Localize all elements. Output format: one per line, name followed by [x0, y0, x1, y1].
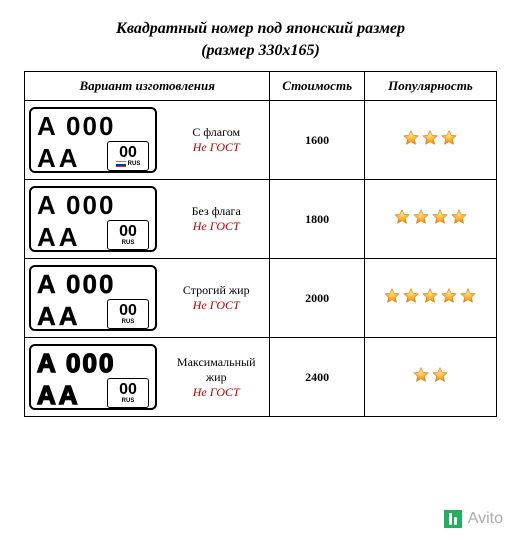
watermark: Avito	[444, 510, 503, 528]
table-row: A 000 AA 00 RUS Без флага Не ГОСТ 1800	[25, 180, 497, 259]
plate-region-box: 00 RUS	[107, 141, 149, 171]
page-title: Квадратный номер под японский размер (ра…	[24, 18, 497, 61]
license-plate: A 000 AA 00 RUS	[29, 265, 157, 331]
plate-rus-label: RUS	[116, 161, 141, 167]
star-icon	[421, 129, 439, 147]
plate-region-num: 00	[119, 224, 137, 240]
plate-bottom-text: AA	[37, 224, 81, 250]
header-popularity: Популярность	[364, 72, 496, 101]
variant-name: С флагом	[167, 125, 265, 140]
license-plate: A 000 AA 00 RUS	[29, 344, 157, 410]
star-rating	[412, 366, 449, 384]
variant-sub: Не ГОСТ	[167, 298, 265, 313]
star-rating	[393, 208, 468, 226]
plate-region-box: 00 RUS	[107, 378, 149, 408]
variant-cell: A 000 AA 00 RUS Без флага Не ГОСТ	[25, 180, 270, 259]
cost-cell: 2400	[270, 338, 364, 417]
star-icon	[431, 366, 449, 384]
star-icon	[431, 208, 449, 226]
variant-sub: Не ГОСТ	[167, 385, 265, 400]
star-icon	[421, 287, 439, 305]
flag-icon	[116, 161, 126, 167]
plate-region-num: 00	[119, 303, 137, 319]
cost-cell: 2000	[270, 259, 364, 338]
plate-region-num: 00	[119, 145, 137, 161]
variant-cell: A 000 AA 00 RUS Строгий жир Не ГОСТ	[25, 259, 270, 338]
variant-sub: Не ГОСТ	[167, 140, 265, 155]
plate-top-text: A 000	[37, 350, 149, 376]
cost-cell: 1800	[270, 180, 364, 259]
title-line1: Квадратный номер под японский размер	[116, 20, 405, 37]
star-icon	[412, 208, 430, 226]
plate-region-num: 00	[119, 382, 137, 398]
header-variant: Вариант изготовления	[25, 72, 270, 101]
variant-name: Без флага	[167, 204, 265, 219]
plate-top-text: A 000	[37, 192, 149, 218]
plate-region-box: 00 RUS	[107, 299, 149, 329]
star-rating	[402, 129, 458, 147]
license-plate: A 000 AA 00 RUS	[29, 186, 157, 252]
star-icon	[440, 287, 458, 305]
plate-rus-label: RUS	[122, 398, 135, 404]
variant-text: С флагом Не ГОСТ	[167, 125, 265, 155]
star-icon	[383, 287, 401, 305]
popularity-cell	[364, 101, 496, 180]
variant-cell: A 000 AA 00 RUS С флагом Не ГОСТ	[25, 101, 270, 180]
star-icon	[402, 287, 420, 305]
star-icon	[412, 366, 430, 384]
plate-rus-label: RUS	[122, 240, 135, 246]
table-row: A 000 AA 00 RUS Строгий жир Не ГОСТ 2000	[25, 259, 497, 338]
plate-bottom-text: AA	[37, 145, 81, 171]
star-icon	[393, 208, 411, 226]
plate-bottom-text: AA	[37, 303, 81, 329]
popularity-cell	[364, 180, 496, 259]
star-rating	[383, 287, 477, 305]
cost-cell: 1600	[270, 101, 364, 180]
star-icon	[440, 129, 458, 147]
watermark-text: Avito	[468, 510, 503, 528]
header-cost: Стоимость	[270, 72, 364, 101]
price-table: Вариант изготовления Стоимость Популярно…	[24, 71, 497, 417]
star-icon	[402, 129, 420, 147]
license-plate: A 000 AA 00 RUS	[29, 107, 157, 173]
variant-text: Максимальный жир Не ГОСТ	[167, 355, 265, 400]
variant-sub: Не ГОСТ	[167, 219, 265, 234]
plate-top-text: A 000	[37, 271, 149, 297]
popularity-cell	[364, 338, 496, 417]
plate-top-text: A 000	[37, 113, 149, 139]
popularity-cell	[364, 259, 496, 338]
variant-name: Строгий жир	[167, 283, 265, 298]
title-line2: (размер 330х165)	[201, 42, 320, 59]
table-row: A 000 AA 00 RUS С флагом Не ГОСТ 1600	[25, 101, 497, 180]
plate-region-box: 00 RUS	[107, 220, 149, 250]
plate-rus-label: RUS	[122, 319, 135, 325]
avito-logo-icon	[444, 510, 462, 528]
plate-bottom-text: AA	[37, 382, 81, 408]
star-icon	[459, 287, 477, 305]
table-row: A 000 AA 00 RUS Максимальный жир Не ГОСТ…	[25, 338, 497, 417]
variant-name: Максимальный жир	[167, 355, 265, 385]
variant-cell: A 000 AA 00 RUS Максимальный жир Не ГОСТ	[25, 338, 270, 417]
variant-text: Строгий жир Не ГОСТ	[167, 283, 265, 313]
variant-text: Без флага Не ГОСТ	[167, 204, 265, 234]
star-icon	[450, 208, 468, 226]
